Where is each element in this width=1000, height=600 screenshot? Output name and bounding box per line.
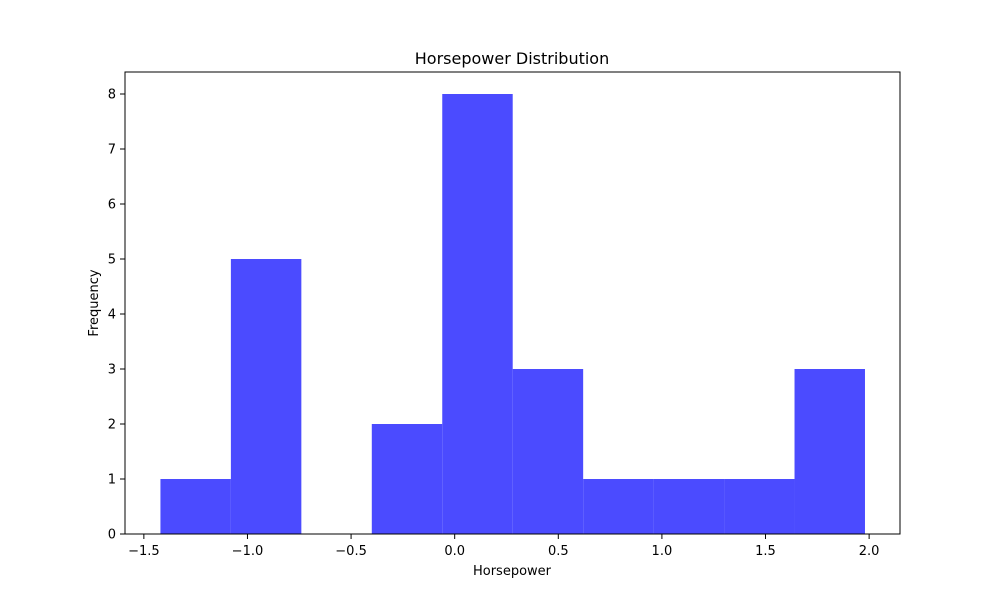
histogram-bar-8 <box>724 479 795 534</box>
bars-layer <box>160 94 865 534</box>
y-tick-label: 2 <box>108 418 116 433</box>
y-tick-label: 5 <box>108 253 116 268</box>
y-tick-label: 6 <box>108 198 116 213</box>
histogram-bar-5 <box>512 369 584 534</box>
histogram-bar-1 <box>230 259 302 534</box>
chart-title: Horsepower Distribution <box>415 49 609 68</box>
x-tick-label: −0.5 <box>335 544 367 559</box>
x-tick-label: 1.0 <box>652 544 673 559</box>
x-axis: −1.5 −1.0 −0.5 0.0 0.5 1.0 1.5 2.0 <box>128 534 879 559</box>
y-tick-label: 1 <box>108 473 116 488</box>
histogram-bar-6 <box>583 479 654 534</box>
histogram-bar-0 <box>160 479 231 534</box>
y-axis: 0 1 2 3 4 5 6 7 8 <box>108 88 125 543</box>
histogram-bar-3 <box>371 424 443 534</box>
y-tick-label: 4 <box>108 308 116 323</box>
x-tick-label: 0.0 <box>444 544 465 559</box>
x-tick-label: 2.0 <box>859 544 880 559</box>
histogram-bar-9 <box>794 369 865 534</box>
y-tick-label: 7 <box>108 143 116 158</box>
x-tick-label: 1.5 <box>755 544 776 559</box>
x-axis-label: Horsepower <box>473 564 552 579</box>
y-tick-label: 0 <box>108 528 116 543</box>
y-tick-label: 8 <box>108 88 116 103</box>
x-tick-label: −1.5 <box>128 544 160 559</box>
histogram-bar-7 <box>653 479 725 534</box>
x-tick-label: 0.5 <box>548 544 569 559</box>
histogram-bar-4 <box>442 94 513 534</box>
plot-frame <box>124 71 901 535</box>
y-axis-label: Frequency <box>87 269 102 336</box>
x-tick-label: −1.0 <box>232 544 264 559</box>
y-tick-label: 3 <box>108 363 116 378</box>
